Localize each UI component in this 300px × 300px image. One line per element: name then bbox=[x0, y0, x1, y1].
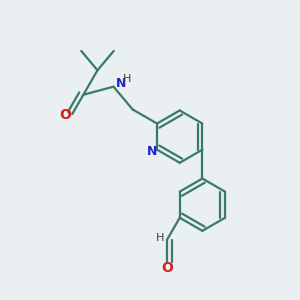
Text: N: N bbox=[116, 77, 126, 90]
Text: H: H bbox=[123, 74, 132, 84]
Text: O: O bbox=[60, 108, 72, 122]
Text: O: O bbox=[161, 262, 173, 275]
Text: H: H bbox=[156, 232, 164, 243]
Text: N: N bbox=[146, 145, 157, 158]
